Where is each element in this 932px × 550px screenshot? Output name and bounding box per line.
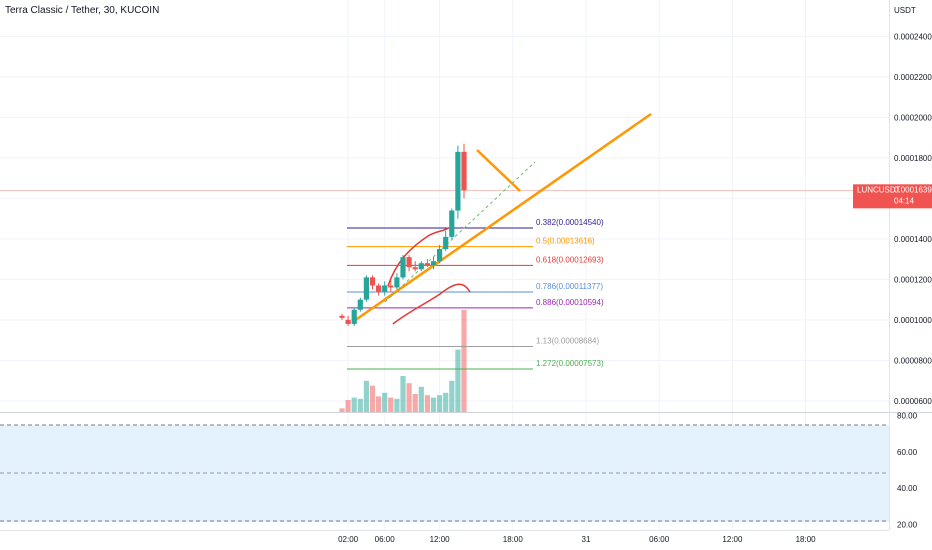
volume-bar [357,398,363,412]
fib-level-label: 1.13(0.00008684) [536,337,600,346]
volume-bar [369,385,376,412]
volume-bars [339,310,467,412]
time-tick-label: 31 [582,535,591,544]
last-price-value: 0.00016399 [894,185,932,194]
projection-line[interactable] [476,149,521,192]
price-tick-label: 0.00024000 [894,32,932,41]
candle-body [455,151,461,211]
candle-body [339,315,345,318]
candle-body [376,285,382,292]
candle-body [418,263,424,270]
fib-level-label: 0.886(0.00010594) [536,298,604,307]
volume-bar [388,397,394,412]
volume-bar [400,376,406,412]
time-tick-label: 02:00 [338,535,359,544]
candle-body [437,249,443,262]
indicator-curve-lower [392,283,471,325]
oscillator-tick-label: 40.00 [897,484,918,493]
time-tick-label: 18:00 [796,535,817,544]
bar-countdown: 04:14 [894,196,915,205]
fib-level-label: 0.786(0.00011377) [536,282,603,291]
volume-bar [394,398,400,412]
time-tick-label: 18:00 [503,535,524,544]
volume-bar [339,408,345,412]
volume-bar [443,392,449,412]
last-price-symbol: LUNCUSDT [857,185,901,194]
price-axis-unit: USDT [894,6,916,15]
volume-bar [345,400,351,412]
time-tick-label: 12:00 [722,535,743,544]
dashed-trend-line [384,161,536,303]
candle-body [351,309,357,324]
volume-bar [351,397,357,412]
volume-bar [382,392,388,412]
time-axis[interactable]: 02:00 06:00 12:00 18:00 31 06:00 12:00 18:00 [338,535,816,544]
candlesticks [339,143,467,326]
volume-bar [455,349,461,412]
drawings[interactable] [353,112,652,325]
volume-bar [430,397,437,412]
candle-body [400,257,406,278]
oscillator-axis[interactable]: 20.00 40.00 60.00 80.00 [897,412,918,530]
indicator-curve-upper [387,225,453,287]
fib-level-label: 0.382(0.00014540) [536,218,604,227]
time-tick-label: 06:00 [375,535,396,544]
volume-bar [376,396,382,412]
last-price-badge: LUNCUSDT 0.00016399 04:14 [853,184,932,209]
candle-body [430,261,437,266]
volume-bar [424,395,430,412]
fibonacci-levels[interactable]: 0.382(0.00014540) 0.5(0.00013616) 0.618(0.… [347,218,604,370]
candle-body [357,299,363,310]
last-price-box [853,184,932,209]
candle-body [406,257,412,268]
volume-bar [418,386,424,412]
oscillator-tick-label: 80.00 [897,412,918,421]
volume-bar [363,380,369,412]
candle-body [443,236,449,250]
candle-body [363,277,369,300]
candle-body [345,319,351,324]
chart-title: Terra Classic / Tether, 30, KUCOIN [5,5,159,16]
volume-bar [449,380,455,412]
volume-bar [437,395,443,412]
time-tick-label: 12:00 [430,535,451,544]
volume-bar [406,383,412,412]
time-tick-label: 06:00 [649,535,670,544]
candle-body [369,277,376,286]
volume-bar [412,394,418,412]
candle-body [382,285,388,292]
candle-body [449,210,455,237]
fib-level-label: 1.272(0.00007573) [536,359,604,368]
oscillator-tick-label: 20.00 [897,521,918,530]
trendline[interactable] [353,112,652,323]
fib-level-label: 0.618(0.00012693) [536,255,604,264]
candle-body [461,151,467,191]
candle-body [388,285,394,288]
fib-level-label: 0.5(0.00013616) [536,237,595,246]
volume-bar [461,310,467,412]
candle-body [394,277,400,288]
oscillator-tick-label: 60.00 [897,448,918,457]
candle-body [412,267,418,270]
candle-body [424,263,430,266]
